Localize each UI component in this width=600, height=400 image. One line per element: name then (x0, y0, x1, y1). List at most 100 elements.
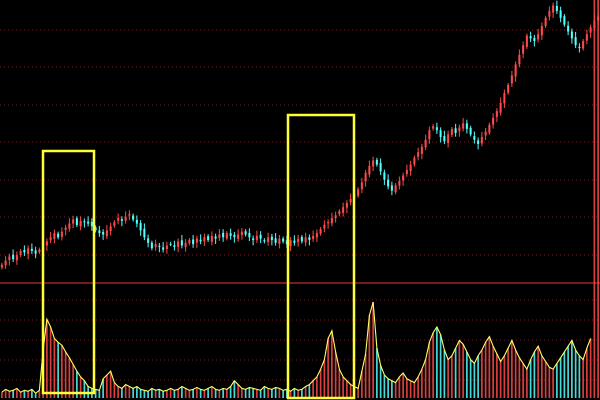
candle-body (525, 35, 528, 47)
candle-body (233, 234, 236, 238)
candle-body (514, 64, 517, 77)
candle-body (585, 34, 588, 41)
candle-body (349, 198, 352, 203)
candle-body (405, 170, 408, 174)
candle-body (537, 34, 540, 40)
candle-body (53, 233, 56, 239)
candle-body (34, 250, 37, 254)
candle-body (4, 260, 7, 266)
candle-body (102, 232, 105, 235)
candle-body (293, 240, 296, 243)
candle-body (574, 37, 577, 46)
candle-body (394, 185, 397, 193)
candle-body (184, 242, 187, 248)
candle-body (267, 237, 270, 242)
candle-body (435, 127, 438, 131)
candle-body (113, 222, 116, 226)
candle-body (544, 17, 547, 27)
candle-body (195, 238, 198, 243)
candle-body (413, 157, 416, 165)
candle-body (334, 215, 337, 219)
candle-body (364, 172, 367, 182)
candle-body (507, 84, 510, 93)
candle-body (428, 130, 431, 140)
candle-body (330, 218, 333, 224)
candle-body (499, 102, 502, 113)
candle-body (409, 164, 412, 172)
candle-body (15, 255, 18, 261)
candle-body (473, 136, 476, 140)
candle-body (315, 233, 318, 238)
candle-body (300, 236, 303, 242)
candle-body (87, 221, 90, 224)
candle-body (383, 172, 386, 180)
candle-body (518, 54, 521, 65)
candle-body (488, 124, 491, 133)
candle-body (240, 231, 243, 236)
candle-body (154, 244, 157, 248)
candle-body (38, 249, 41, 253)
candle-body (327, 222, 330, 224)
candle-body (522, 45, 525, 54)
candle-body (450, 128, 453, 135)
candle-body (128, 213, 131, 216)
candle-body (98, 230, 101, 234)
candle-body (495, 111, 498, 117)
candle-body (443, 136, 446, 142)
candle-body (45, 241, 48, 246)
candle-body (484, 131, 487, 136)
candle-body (79, 220, 82, 227)
candle-body (117, 218, 120, 221)
candle-body (375, 159, 378, 165)
candle-body (304, 237, 307, 243)
candle-body (64, 227, 67, 231)
candle-body (398, 181, 401, 186)
candle-body (192, 239, 195, 245)
candle-body (72, 219, 75, 224)
candle-body (323, 224, 326, 229)
candle-body (68, 223, 71, 229)
candle-body (282, 238, 285, 242)
price-panel (0, 0, 600, 270)
candle-body (244, 231, 247, 235)
candle-body (27, 248, 30, 255)
candle-body (225, 233, 228, 239)
candle-body (462, 123, 465, 129)
volume-line (1, 301, 592, 394)
candle-body (0, 264, 3, 268)
candle-body (458, 127, 461, 132)
candle-body (297, 238, 300, 243)
candle-body (19, 250, 22, 256)
candle-body (379, 162, 382, 172)
candle-body (552, 5, 555, 13)
candle-body (57, 233, 60, 238)
candle-body (420, 146, 423, 154)
candle-body (360, 182, 363, 190)
candle-body (90, 221, 93, 227)
candle-body (218, 234, 221, 239)
candle-body (319, 229, 322, 234)
candle-body (150, 242, 153, 249)
candle-body (274, 238, 277, 243)
candle-body (165, 245, 168, 250)
candle-body (135, 219, 138, 224)
candle-body (270, 236, 273, 241)
candle-body (469, 127, 472, 135)
candle-body (567, 25, 570, 32)
candle-body (75, 218, 78, 225)
candle-body (109, 226, 112, 231)
candle-body (492, 117, 495, 125)
candle-body (214, 236, 217, 239)
candle-body (180, 240, 183, 246)
candle-body (83, 221, 86, 223)
candle-body (387, 179, 390, 187)
candle-body (308, 237, 311, 241)
candle-body (540, 26, 543, 36)
candle-body (439, 130, 442, 138)
candle-body (559, 10, 562, 18)
candle-body (147, 238, 150, 243)
candle-body (582, 41, 585, 49)
